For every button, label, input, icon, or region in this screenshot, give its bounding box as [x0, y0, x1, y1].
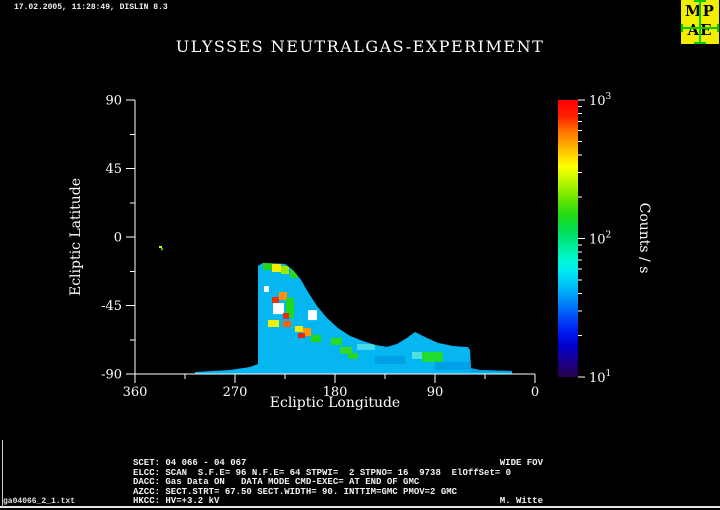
status-line-text: SCET: 04 066 - 04 067: [133, 458, 247, 468]
heatmap-cells: [263, 263, 512, 373]
heatmap-cell: [303, 328, 311, 337]
heatmap-cell: [272, 297, 279, 303]
heatmap-cell: [283, 313, 289, 319]
x-tick-label: 180: [323, 385, 348, 400]
status-line-text: DACC: Gas Data ON DATA MODE CMD-EXEC= AT…: [133, 477, 420, 487]
heatmap-cell: [331, 337, 342, 345]
axes: [126, 99, 536, 383]
heatmap-cell: [348, 353, 358, 359]
heatmap-cell: [375, 355, 405, 364]
colorbar: [558, 100, 578, 377]
status-line: SCET: 04 066 - 04 067 WIDE FOV: [133, 458, 543, 468]
instrument-status-block: SCET: 04 066 - 04 067 WIDE FOV ELCC: SCAN …: [133, 458, 543, 506]
colorbar-ticks: [578, 99, 585, 378]
colorbar-title: Counts / s: [636, 203, 652, 274]
heatmap-cell: [268, 320, 279, 327]
colorbar-tick-label: 102: [589, 231, 611, 248]
heatmap-cell: [357, 344, 375, 350]
x-tick-label: 270: [223, 385, 248, 400]
heatmap-cell: [435, 362, 471, 371]
heatmap-cell: [286, 298, 294, 318]
status-line-right-text: M. Witte: [499, 496, 543, 506]
mpae-logo-crosshair-cap: [694, 42, 706, 44]
status-line: AZCC: SECT.STRT= 67.50 SECT.WIDTH= 90. I…: [133, 487, 543, 497]
x-axis-title: Ecliptic Longitude: [270, 395, 400, 411]
x-tick-label: 360: [123, 385, 148, 400]
status-line: DACC: Gas Data ON DATA MODE CMD-EXEC= AT…: [133, 477, 543, 487]
heatmap-cell: [422, 351, 443, 362]
heatmap-outlier-cells: [159, 246, 163, 251]
y-tick-label: 45: [105, 162, 122, 177]
heatmap-cell: [295, 326, 303, 332]
source-filename: ga04066_2_1.txt: [3, 497, 76, 506]
heatmap-cell: [281, 265, 289, 274]
heatmap-cell: [412, 351, 422, 359]
heatmap-cell: [264, 286, 269, 292]
status-line-right-text: WIDE FOV: [499, 458, 543, 468]
heatmap-cell: [279, 292, 287, 301]
mpae-logo-crosshair-cap: [694, 0, 706, 2]
heatmap-cell: [308, 310, 317, 321]
y-tick-label: -90: [101, 368, 122, 383]
y-tick-label: 90: [105, 94, 122, 109]
status-line: HKCC: HV=+3.2 kV M. Witte: [133, 496, 543, 506]
page-bottom-rule: [0, 506, 720, 508]
mpae-logo: MP AE: [681, 0, 719, 44]
status-line-text: ELCC: SCAN S.F.E= 96 N.F.E= 64 STPWI= 2 …: [133, 467, 512, 478]
y-tick-label: 0: [114, 231, 122, 246]
heatmap-cell: [311, 335, 321, 342]
heatmap-cell: [471, 368, 512, 373]
y-axis-title: Ecliptic Latitude: [68, 178, 84, 296]
heatmap-band: [195, 263, 512, 374]
mpae-logo-crosshair-cap: [681, 24, 683, 32]
heatmap-cell: [159, 246, 162, 249]
heatmap-cell: [298, 333, 305, 339]
heatmap-cell: [283, 321, 291, 327]
chart-title: ULYSSES NEUTRALGAS-EXPERIMENT: [175, 37, 545, 56]
status-line: ELCC: SCAN S.F.E= 96 N.F.E= 64 STPWI= 2 …: [133, 468, 543, 478]
colorbar-tick-label: 101: [589, 369, 611, 386]
x-tick-label: 90: [427, 385, 444, 400]
y-tick-label: -45: [101, 299, 122, 314]
heatmap-cell: [161, 248, 163, 251]
plot-timestamp: 17.02.2005, 11:28:49, DISLIN 8.3: [14, 3, 168, 12]
colorbar-tick-label: 103: [589, 92, 612, 109]
heatmap-cell: [263, 263, 272, 270]
mpae-logo-crosshair-cap: [717, 24, 719, 32]
mpae-logo-crosshair-horizontal: [681, 27, 719, 29]
page-left-rule: [2, 440, 3, 507]
heatmap-cell: [340, 346, 352, 354]
status-line-text: HKCC: HV=+3.2 kV: [133, 496, 220, 506]
heatmap-cell: [272, 263, 281, 272]
heatmap-cell: [290, 270, 298, 279]
x-tick-label: 0: [531, 385, 539, 400]
heatmap-cell: [273, 303, 284, 315]
status-line-text: AZCC: SECT.STRT= 67.50 SECT.WIDTH= 90. I…: [133, 486, 458, 497]
mpae-logo-crosshair-vertical: [699, 0, 701, 44]
